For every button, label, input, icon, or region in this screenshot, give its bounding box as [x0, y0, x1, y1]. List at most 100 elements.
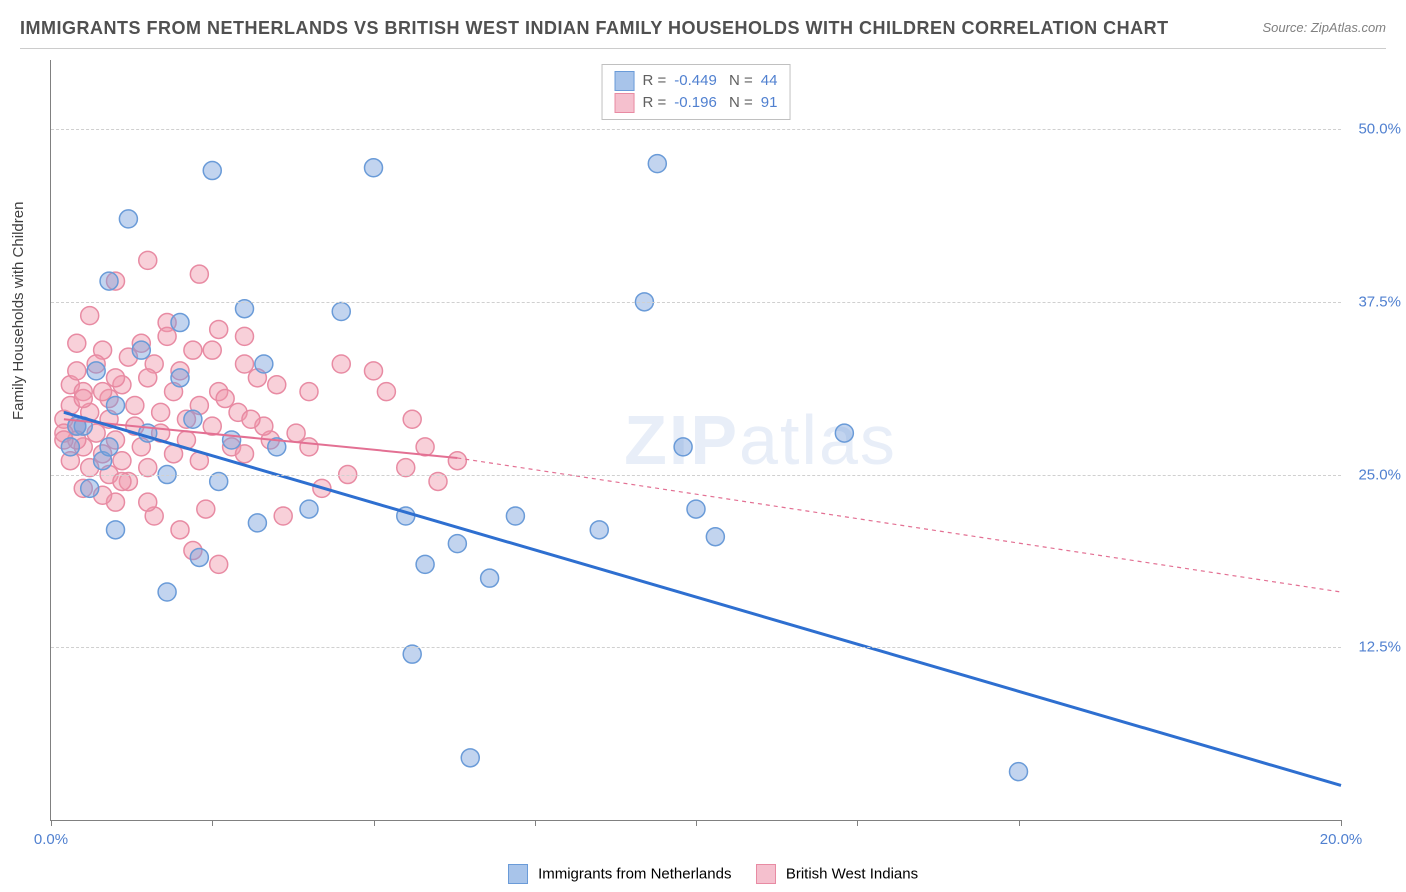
y-tick-label: 37.5%: [1346, 293, 1401, 310]
scatter-point: [100, 272, 118, 290]
scatter-point: [365, 159, 383, 177]
gridline-horizontal: [51, 302, 1341, 303]
plot-area: ZIPatlas R = -0.449 N = 44 R = -0.196 N …: [50, 60, 1341, 821]
scatter-point: [223, 431, 241, 449]
chart-container: IMMIGRANTS FROM NETHERLANDS VS BRITISH W…: [0, 0, 1406, 892]
legend-label-series2: British West Indians: [786, 866, 918, 883]
x-tick-mark: [1019, 820, 1020, 826]
scatter-point: [590, 521, 608, 539]
x-tick-mark: [212, 820, 213, 826]
scatter-point: [236, 445, 254, 463]
scatter-point: [216, 390, 234, 408]
scatter-point: [210, 555, 228, 573]
legend-swatch-pink: [756, 864, 776, 884]
scatter-point: [248, 514, 266, 532]
scatter-point: [300, 438, 318, 456]
chart-title: IMMIGRANTS FROM NETHERLANDS VS BRITISH W…: [20, 18, 1169, 38]
y-axis-label: Family Households with Children: [10, 202, 27, 420]
title-bar: IMMIGRANTS FROM NETHERLANDS VS BRITISH W…: [20, 18, 1386, 49]
gridline-horizontal: [51, 129, 1341, 130]
scatter-point: [68, 362, 86, 380]
scatter-point: [197, 500, 215, 518]
scatter-point: [81, 479, 99, 497]
scatter-point: [119, 210, 137, 228]
y-tick-label: 25.0%: [1346, 466, 1401, 483]
x-tick-label: 0.0%: [34, 831, 68, 848]
scatter-point: [416, 555, 434, 573]
scatter-point: [377, 383, 395, 401]
scatter-point: [448, 535, 466, 553]
scatter-point: [171, 369, 189, 387]
x-tick-label: 20.0%: [1320, 831, 1363, 848]
x-tick-mark: [696, 820, 697, 826]
scatter-point: [236, 327, 254, 345]
legend-label-series1: Immigrants from Netherlands: [538, 866, 731, 883]
scatter-point: [100, 438, 118, 456]
scatter-point: [203, 341, 221, 359]
scatter-point: [300, 383, 318, 401]
scatter-point: [300, 500, 318, 518]
scatter-point: [274, 507, 292, 525]
y-tick-label: 50.0%: [1346, 121, 1401, 138]
gridline-horizontal: [51, 647, 1341, 648]
scatter-point: [268, 376, 286, 394]
scatter-point: [139, 251, 157, 269]
scatter-point: [171, 314, 189, 332]
scatter-point: [332, 302, 350, 320]
scatter-point: [87, 362, 105, 380]
scatter-point: [94, 383, 112, 401]
scatter-point: [448, 452, 466, 470]
scatter-point: [139, 369, 157, 387]
legend-swatch-blue: [508, 864, 528, 884]
scatter-point: [255, 355, 273, 373]
scatter-point: [184, 341, 202, 359]
scatter-point: [674, 438, 692, 456]
scatter-point: [132, 341, 150, 359]
scatter-point: [365, 362, 383, 380]
scatter-point: [74, 390, 92, 408]
trend-line-pink-extension: [457, 458, 1341, 592]
scatter-point: [506, 507, 524, 525]
scatter-point: [648, 155, 666, 173]
gridline-horizontal: [51, 475, 1341, 476]
series-legend: Immigrants from Netherlands British West…: [0, 864, 1406, 884]
scatter-point: [126, 396, 144, 414]
y-tick-label: 12.5%: [1346, 639, 1401, 656]
scatter-point: [152, 403, 170, 421]
scatter-point: [171, 521, 189, 539]
scatter-point: [107, 521, 125, 539]
chart-svg: [51, 60, 1341, 820]
scatter-point: [835, 424, 853, 442]
scatter-point: [210, 320, 228, 338]
scatter-point: [481, 569, 499, 587]
scatter-point: [184, 410, 202, 428]
scatter-point: [107, 369, 125, 387]
scatter-point: [706, 528, 724, 546]
scatter-point: [113, 452, 131, 470]
scatter-point: [236, 355, 254, 373]
x-tick-mark: [857, 820, 858, 826]
scatter-point: [81, 307, 99, 325]
scatter-point: [687, 500, 705, 518]
x-tick-mark: [1341, 820, 1342, 826]
scatter-point: [68, 334, 86, 352]
scatter-point: [203, 162, 221, 180]
scatter-point: [403, 410, 421, 428]
scatter-point: [461, 749, 479, 767]
scatter-point: [158, 327, 176, 345]
x-tick-mark: [535, 820, 536, 826]
scatter-point: [61, 438, 79, 456]
scatter-point: [158, 583, 176, 601]
source-attribution: Source: ZipAtlas.com: [1262, 20, 1386, 35]
scatter-point: [190, 548, 208, 566]
scatter-point: [1010, 763, 1028, 781]
trend-line-blue: [64, 412, 1341, 785]
x-tick-mark: [374, 820, 375, 826]
scatter-point: [242, 410, 260, 428]
scatter-point: [139, 493, 157, 511]
scatter-point: [107, 396, 125, 414]
scatter-point: [332, 355, 350, 373]
x-tick-mark: [51, 820, 52, 826]
scatter-point: [287, 424, 305, 442]
scatter-point: [190, 265, 208, 283]
